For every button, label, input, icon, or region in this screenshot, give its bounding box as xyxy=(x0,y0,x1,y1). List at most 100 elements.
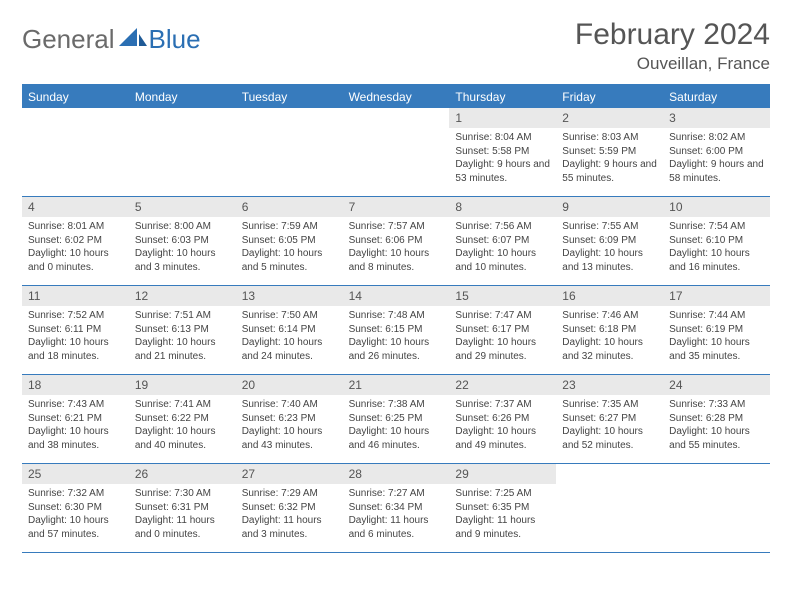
sunrise-text: Sunrise: 7:27 AM xyxy=(349,487,444,501)
day-number: 29 xyxy=(449,464,556,484)
sunset-text: Sunset: 6:35 PM xyxy=(455,501,550,515)
sunset-text: Sunset: 6:30 PM xyxy=(28,501,123,515)
daylight-text: Daylight: 10 hours and 52 minutes. xyxy=(562,425,657,452)
day-number: 6 xyxy=(236,197,343,217)
day-cell: 1Sunrise: 8:04 AMSunset: 5:58 PMDaylight… xyxy=(449,108,556,196)
weekday-sunday: Sunday xyxy=(22,86,129,108)
day-details: Sunrise: 7:46 AMSunset: 6:18 PMDaylight:… xyxy=(556,306,663,369)
day-number: 12 xyxy=(129,286,236,306)
sunrise-text: Sunrise: 8:03 AM xyxy=(562,131,657,145)
day-number xyxy=(22,108,129,127)
sunset-text: Sunset: 6:05 PM xyxy=(242,234,337,248)
day-number: 15 xyxy=(449,286,556,306)
day-details: Sunrise: 7:51 AMSunset: 6:13 PMDaylight:… xyxy=(129,306,236,369)
day-number: 2 xyxy=(556,108,663,128)
sunset-text: Sunset: 6:17 PM xyxy=(455,323,550,337)
day-number xyxy=(663,464,770,483)
sunset-text: Sunset: 5:58 PM xyxy=(455,145,550,159)
daylight-text: Daylight: 11 hours and 6 minutes. xyxy=(349,514,444,541)
month-title: February 2024 xyxy=(575,18,770,52)
daylight-text: Daylight: 10 hours and 10 minutes. xyxy=(455,247,550,274)
day-cell: 27Sunrise: 7:29 AMSunset: 6:32 PMDayligh… xyxy=(236,464,343,552)
day-number: 14 xyxy=(343,286,450,306)
daylight-text: Daylight: 10 hours and 21 minutes. xyxy=(135,336,230,363)
sunset-text: Sunset: 6:09 PM xyxy=(562,234,657,248)
brand-sail-icon xyxy=(119,28,147,48)
day-cell: 10 Sunrise: 7:54 AMSunset: 6:10 PMDayligh… xyxy=(663,197,770,285)
sunset-text: Sunset: 6:11 PM xyxy=(28,323,123,337)
day-number: 10 xyxy=(663,197,770,217)
day-details: Sunrise: 7:33 AMSunset: 6:28 PMDaylight:… xyxy=(663,395,770,458)
day-number: 7 xyxy=(343,197,450,217)
day-number: 28 xyxy=(343,464,450,484)
daylight-text: Daylight: 10 hours and 29 minutes. xyxy=(455,336,550,363)
day-cell: 21Sunrise: 7:38 AMSunset: 6:25 PMDayligh… xyxy=(343,375,450,463)
daylight-text: Daylight: 10 hours and 40 minutes. xyxy=(135,425,230,452)
daylight-text: Daylight: 10 hours and 55 minutes. xyxy=(669,425,764,452)
sunrise-text: Sunrise: 7:30 AM xyxy=(135,487,230,501)
sunset-text: Sunset: 6:10 PM xyxy=(669,234,764,248)
day-number: 25 xyxy=(22,464,129,484)
sunset-text: Sunset: 6:32 PM xyxy=(242,501,337,515)
weekday-wednesday: Wednesday xyxy=(343,86,450,108)
day-cell: 18Sunrise: 7:43 AMSunset: 6:21 PMDayligh… xyxy=(22,375,129,463)
weekday-tuesday: Tuesday xyxy=(236,86,343,108)
title-block: February 2024 Ouveillan, France xyxy=(575,18,770,74)
day-cell: 22Sunrise: 7:37 AMSunset: 6:26 PMDayligh… xyxy=(449,375,556,463)
sunset-text: Sunset: 6:14 PM xyxy=(242,323,337,337)
sunset-text: Sunset: 6:00 PM xyxy=(669,145,764,159)
daylight-text: Daylight: 10 hours and 35 minutes. xyxy=(669,336,764,363)
sunset-text: Sunset: 6:27 PM xyxy=(562,412,657,426)
day-number: 24 xyxy=(663,375,770,395)
day-number: 4 xyxy=(22,197,129,217)
calendar-grid: SundayMondayTuesdayWednesdayThursdayFrid… xyxy=(22,84,770,553)
day-cell: 25Sunrise: 7:32 AMSunset: 6:30 PMDayligh… xyxy=(22,464,129,552)
daylight-text: Daylight: 9 hours and 55 minutes. xyxy=(562,158,657,185)
day-details: Sunrise: 7:48 AMSunset: 6:15 PMDaylight:… xyxy=(343,306,450,369)
weeks-container: 1Sunrise: 8:04 AMSunset: 5:58 PMDaylight… xyxy=(22,108,770,553)
daylight-text: Daylight: 10 hours and 16 minutes. xyxy=(669,247,764,274)
sunset-text: Sunset: 6:31 PM xyxy=(135,501,230,515)
location-label: Ouveillan, France xyxy=(575,54,770,74)
empty-cell xyxy=(343,108,450,196)
day-details: Sunrise: 7:59 AMSunset: 6:05 PMDaylight:… xyxy=(236,217,343,280)
week-row: 11Sunrise: 7:52 AMSunset: 6:11 PMDayligh… xyxy=(22,286,770,375)
day-cell: 19Sunrise: 7:41 AMSunset: 6:22 PMDayligh… xyxy=(129,375,236,463)
day-cell: 24Sunrise: 7:33 AMSunset: 6:28 PMDayligh… xyxy=(663,375,770,463)
daylight-text: Daylight: 10 hours and 43 minutes. xyxy=(242,425,337,452)
daylight-text: Daylight: 10 hours and 26 minutes. xyxy=(349,336,444,363)
empty-cell xyxy=(22,108,129,196)
empty-cell xyxy=(663,464,770,552)
day-number: 9 xyxy=(556,197,663,217)
daylight-text: Daylight: 11 hours and 9 minutes. xyxy=(455,514,550,541)
weekday-header-row: SundayMondayTuesdayWednesdayThursdayFrid… xyxy=(22,86,770,108)
weekday-thursday: Thursday xyxy=(449,86,556,108)
day-details: Sunrise: 7:30 AMSunset: 6:31 PMDaylight:… xyxy=(129,484,236,547)
brand-part2: Blue xyxy=(149,24,201,55)
day-details: Sunrise: 8:03 AMSunset: 5:59 PMDaylight:… xyxy=(556,128,663,191)
day-number: 3 xyxy=(663,108,770,128)
sunset-text: Sunset: 6:25 PM xyxy=(349,412,444,426)
day-details: Sunrise: 7:41 AMSunset: 6:22 PMDaylight:… xyxy=(129,395,236,458)
day-details: Sunrise: 7:50 AMSunset: 6:14 PMDaylight:… xyxy=(236,306,343,369)
sunset-text: Sunset: 6:13 PM xyxy=(135,323,230,337)
day-details: Sunrise: 8:00 AMSunset: 6:03 PMDaylight:… xyxy=(129,217,236,280)
day-number: 27 xyxy=(236,464,343,484)
day-details: Sunrise: 7:38 AMSunset: 6:25 PMDaylight:… xyxy=(343,395,450,458)
day-cell: 7Sunrise: 7:57 AMSunset: 6:06 PMDaylight… xyxy=(343,197,450,285)
daylight-text: Daylight: 10 hours and 13 minutes. xyxy=(562,247,657,274)
day-details: Sunrise: 7:37 AMSunset: 6:26 PMDaylight:… xyxy=(449,395,556,458)
sunrise-text: Sunrise: 7:43 AM xyxy=(28,398,123,412)
day-cell: 28Sunrise: 7:27 AMSunset: 6:34 PMDayligh… xyxy=(343,464,450,552)
day-cell: 13Sunrise: 7:50 AMSunset: 6:14 PMDayligh… xyxy=(236,286,343,374)
sunrise-text: Sunrise: 7:54 AM xyxy=(669,220,764,234)
sunrise-text: Sunrise: 7:37 AM xyxy=(455,398,550,412)
day-cell: 17Sunrise: 7:44 AMSunset: 6:19 PMDayligh… xyxy=(663,286,770,374)
day-number xyxy=(343,108,450,127)
daylight-text: Daylight: 10 hours and 18 minutes. xyxy=(28,336,123,363)
sunrise-text: Sunrise: 7:55 AM xyxy=(562,220,657,234)
daylight-text: Daylight: 10 hours and 5 minutes. xyxy=(242,247,337,274)
day-details: Sunrise: 7:56 AMSunset: 6:07 PMDaylight:… xyxy=(449,217,556,280)
daylight-text: Daylight: 10 hours and 24 minutes. xyxy=(242,336,337,363)
day-details: Sunrise: 8:01 AMSunset: 6:02 PMDaylight:… xyxy=(22,217,129,280)
